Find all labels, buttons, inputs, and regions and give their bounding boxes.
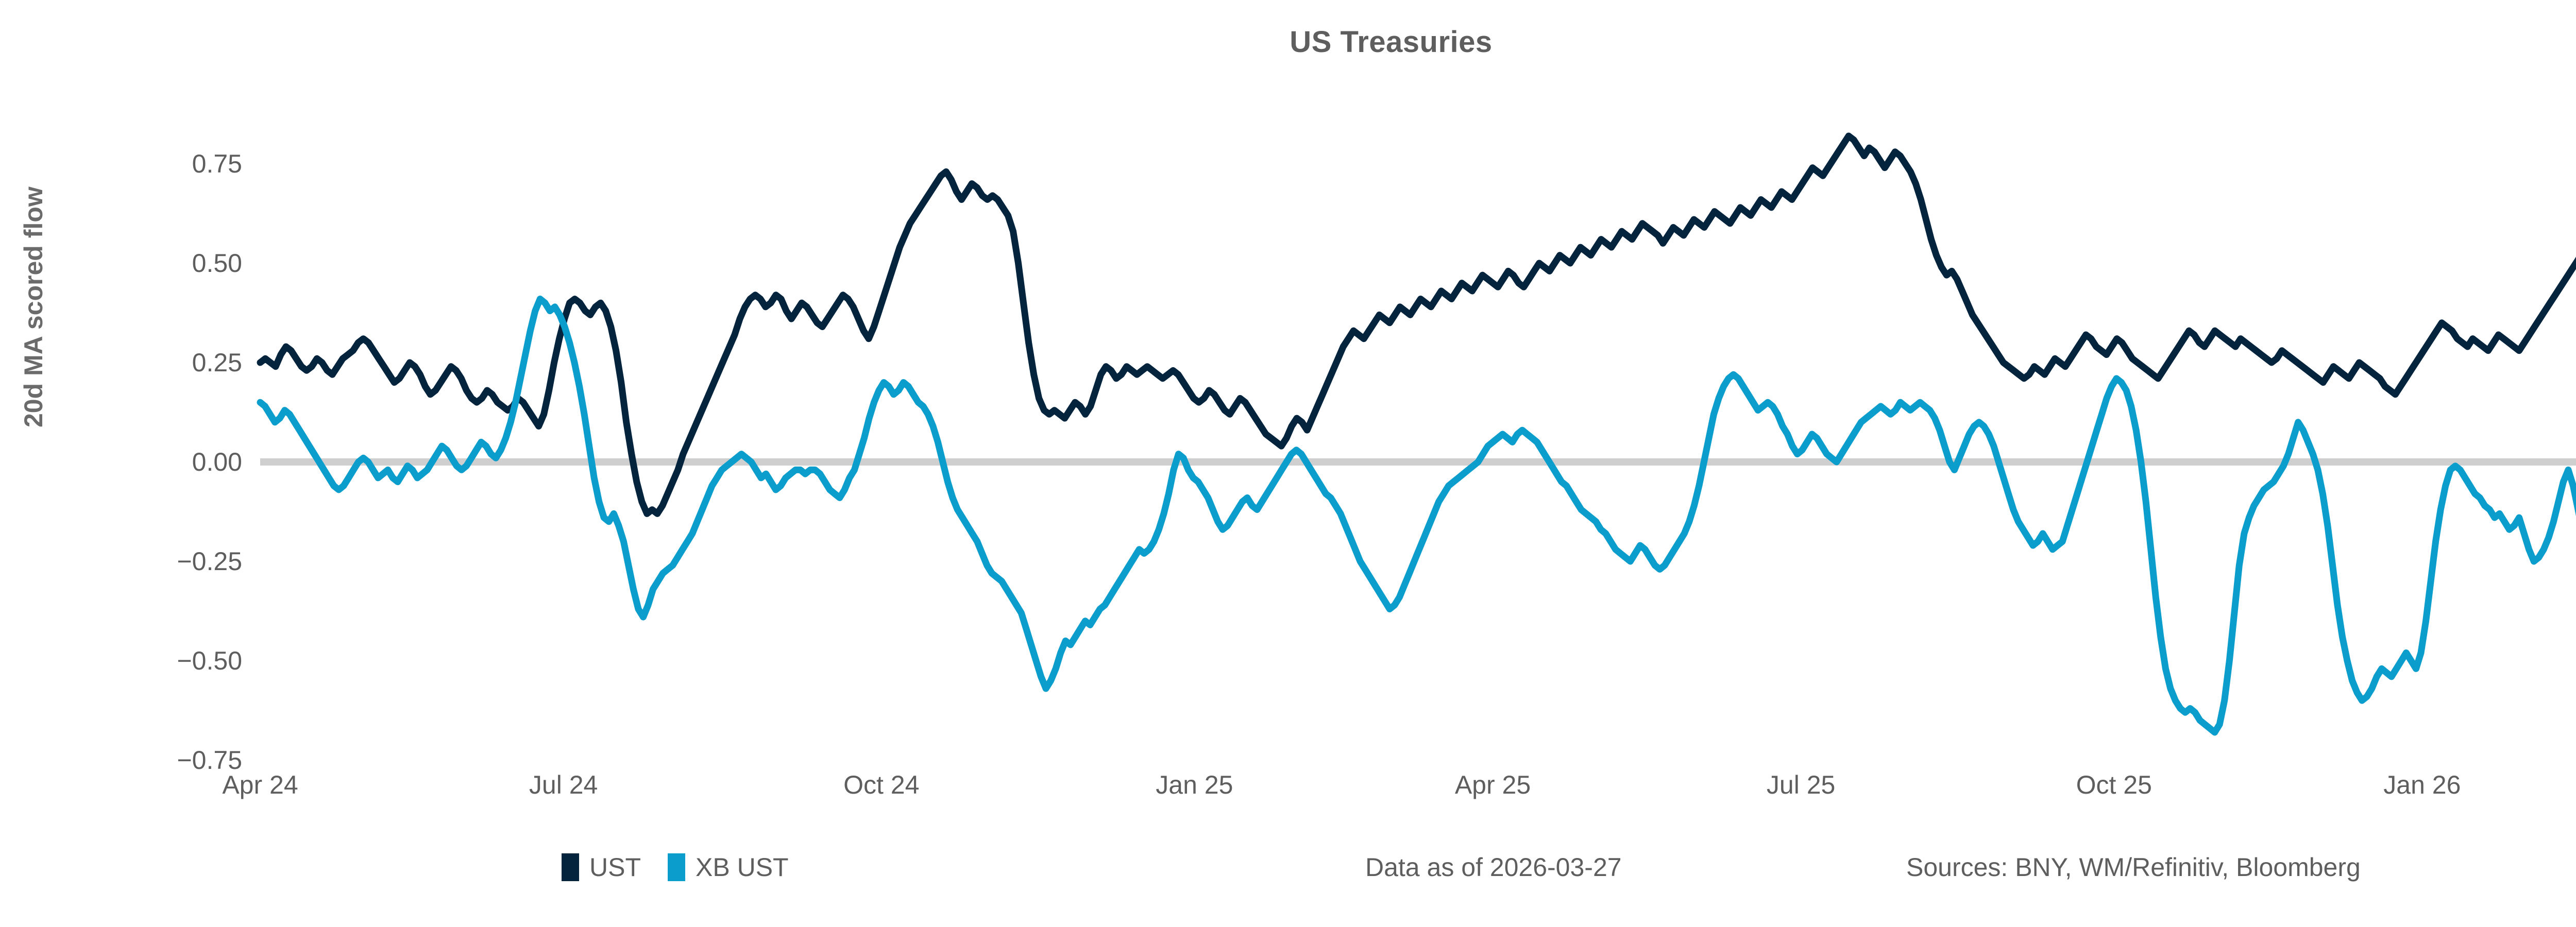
y-axis-tick: 0.00 [192, 448, 242, 476]
chart-title: US Treasuries [1290, 25, 1493, 59]
x-axis-tick: Jan 25 [1156, 770, 1233, 799]
legend-item-ust[interactable]: UST [562, 852, 641, 882]
x-axis-tick: Apr 24 [222, 770, 298, 799]
y-axis-tick: 0.50 [192, 249, 242, 278]
chart-legend: UST XB UST [562, 852, 789, 882]
legend-label-xb-ust: XB UST [696, 853, 789, 882]
legend-swatch-ust [562, 853, 579, 881]
y-axis-tick: −0.25 [177, 547, 242, 576]
y-axis-tick: 0.25 [192, 348, 242, 377]
legend-label-ust: UST [589, 853, 641, 882]
legend-swatch-xb-ust [668, 853, 685, 881]
data-asof-text: Data as of 2026-03-27 [1365, 853, 1622, 882]
x-axis-tick: Oct 24 [843, 770, 920, 799]
line-series-xb-ust [257, 296, 2576, 736]
x-axis-tick: Jul 25 [1766, 770, 1836, 799]
x-axis-tick: Oct 25 [2076, 770, 2152, 799]
legend-item-xb-ust[interactable]: XB UST [668, 852, 789, 882]
y-axis-tick: −0.50 [177, 646, 242, 675]
y-axis-tick: −0.75 [177, 746, 242, 775]
x-axis-tick: Apr 25 [1454, 770, 1531, 799]
y-axis-tick-labels: 0.75 0.50 0.25 0.00 −0.25 −0.50 −0.75 [57, 0, 242, 927]
y-axis-tick: 0.75 [192, 149, 242, 178]
line-series-ust [257, 132, 2576, 517]
x-axis-tick: Jul 24 [529, 770, 598, 799]
x-axis-tick: Jan 26 [2383, 770, 2461, 799]
sources-text: Sources: BNY, WM/Refinitiv, Bloomberg [1906, 853, 2361, 882]
